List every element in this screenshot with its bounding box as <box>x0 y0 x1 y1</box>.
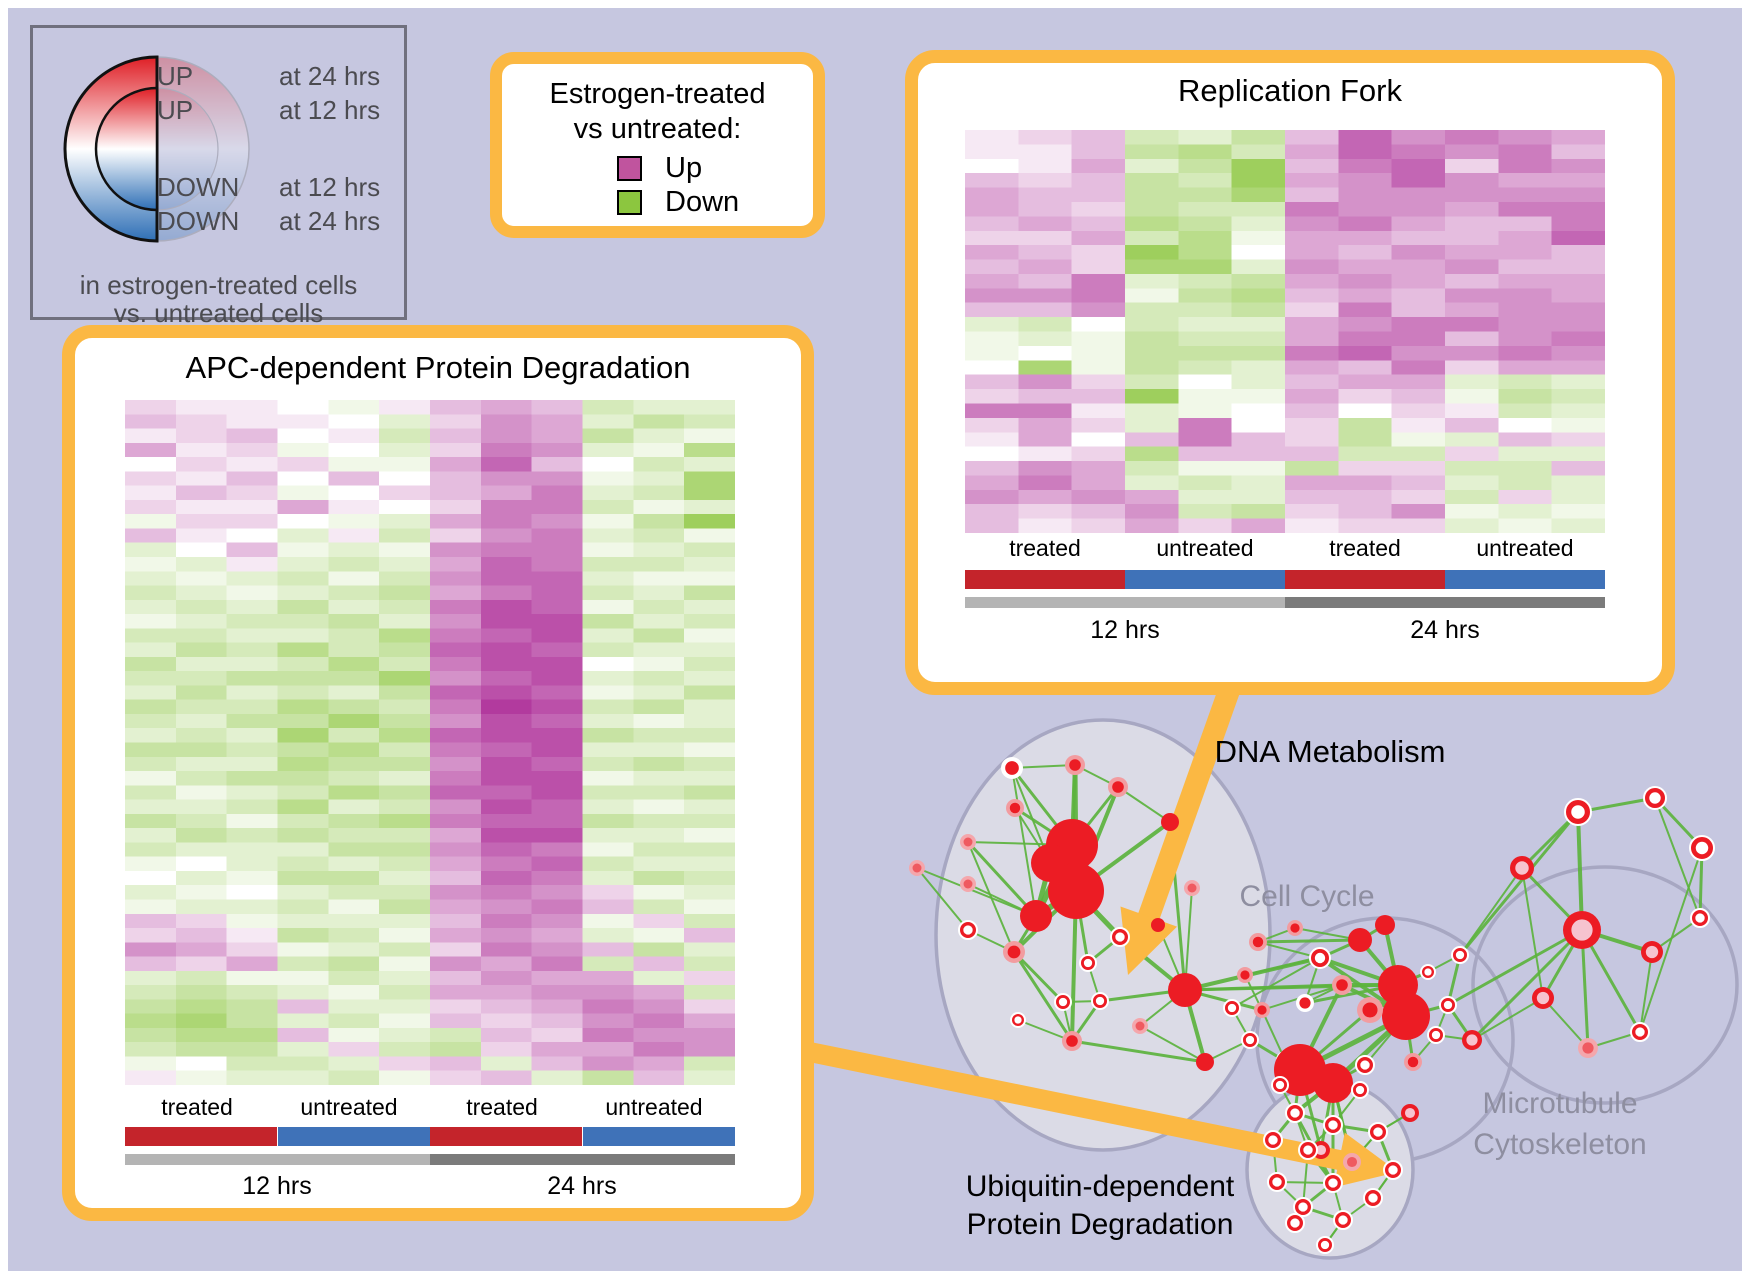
cluster-label-line: Protein Degradation <box>966 1208 1234 1241</box>
24hr-span-bar <box>1285 597 1605 608</box>
untreated-bar <box>277 1127 430 1146</box>
treated-bar <box>430 1127 582 1146</box>
ring-colormap-legend: UP at 24 hrs UP at 12 hrs DOWN at 12 hrs… <box>30 25 407 328</box>
treated-bar <box>125 1127 277 1146</box>
12hr-span-bar <box>965 597 1285 608</box>
arrow-shaft <box>798 1040 1346 1171</box>
cluster-label-microtubule-cytoskeleton: Microtubule Cytoskeleton <box>1473 1083 1646 1165</box>
time-label: 24 hrs <box>1410 616 1480 644</box>
legend-title-line: Estrogen-treated <box>549 78 766 110</box>
cluster-label-ubiquitin-degradation: Ubiquitin-dependent Protein Degradation <box>966 1168 1235 1244</box>
time-label: 12 hrs <box>1090 616 1160 644</box>
condition-label: treated <box>466 1094 538 1120</box>
legend-direction-label: UP <box>157 95 194 125</box>
legend-footer-line: vs. untreated cells <box>113 298 324 328</box>
up-color-swatch-icon <box>617 156 642 181</box>
legend-time-label: at 12 hrs <box>279 95 381 125</box>
condition-label: untreated <box>605 1094 703 1120</box>
cluster-microtubule-cytoskeleton <box>1471 865 1739 1105</box>
legend-time-label: at 24 hrs <box>279 206 381 236</box>
time-label: 24 hrs <box>547 1172 617 1200</box>
condition-label: untreated <box>300 1094 398 1120</box>
legend-direction-label: UP <box>157 61 194 91</box>
12hr-span-bar <box>125 1154 430 1165</box>
cluster-label-dna-metabolism: DNA Metabolism <box>1214 734 1446 769</box>
condition-label: treated <box>1009 535 1081 561</box>
condition-label: untreated <box>1476 535 1574 561</box>
gene-nodes <box>909 755 1715 1254</box>
up-label: Up <box>665 152 703 184</box>
cluster-label-line: Ubiquitin-dependent <box>965 1170 1235 1203</box>
legend-time-label: at 12 hrs <box>279 172 381 202</box>
untreated-bar <box>582 1127 735 1146</box>
legend-title-line: vs untreated: <box>573 113 742 145</box>
treated-bar <box>965 570 1125 589</box>
replication-fork-panel: Replication Fork treated untreated treat… <box>905 50 1675 695</box>
legend-time-label: at 24 hrs <box>279 61 381 91</box>
treated-bar <box>1285 570 1445 589</box>
replication-fork-heatmap <box>965 130 1605 533</box>
arrow-head <box>1333 1132 1398 1188</box>
apc-degradation-panel: APC-dependent Protein Degradation treate… <box>62 325 814 1221</box>
panel-title: APC-dependent Protein Degradation <box>185 350 691 385</box>
condition-label: treated <box>1329 535 1401 561</box>
untreated-bar <box>1125 570 1285 589</box>
untreated-bar <box>1445 570 1605 589</box>
ring-colormap-icon <box>63 55 250 243</box>
legend-footer-line: in estrogen-treated cells <box>79 270 358 300</box>
down-label: Down <box>665 186 740 218</box>
cluster-label-line: Cytoskeleton <box>1473 1128 1647 1161</box>
condition-label: treated <box>161 1094 233 1120</box>
cluster-label-cell-cycle: Cell Cycle <box>1239 880 1375 913</box>
legend-direction-label: DOWN <box>157 172 240 202</box>
condition-label: untreated <box>1156 535 1254 561</box>
updown-legend: Estrogen-treated vs untreated: Up Down <box>490 52 825 238</box>
time-label: 12 hrs <box>242 1172 312 1200</box>
panel-title: Replication Fork <box>1178 73 1402 108</box>
apc-degradation-heatmap <box>125 400 735 1085</box>
24hr-span-bar <box>430 1154 735 1165</box>
cluster-label-line: Microtubule <box>1482 1087 1638 1120</box>
legend-direction-label: DOWN <box>157 206 240 236</box>
down-color-swatch-icon <box>617 190 642 215</box>
